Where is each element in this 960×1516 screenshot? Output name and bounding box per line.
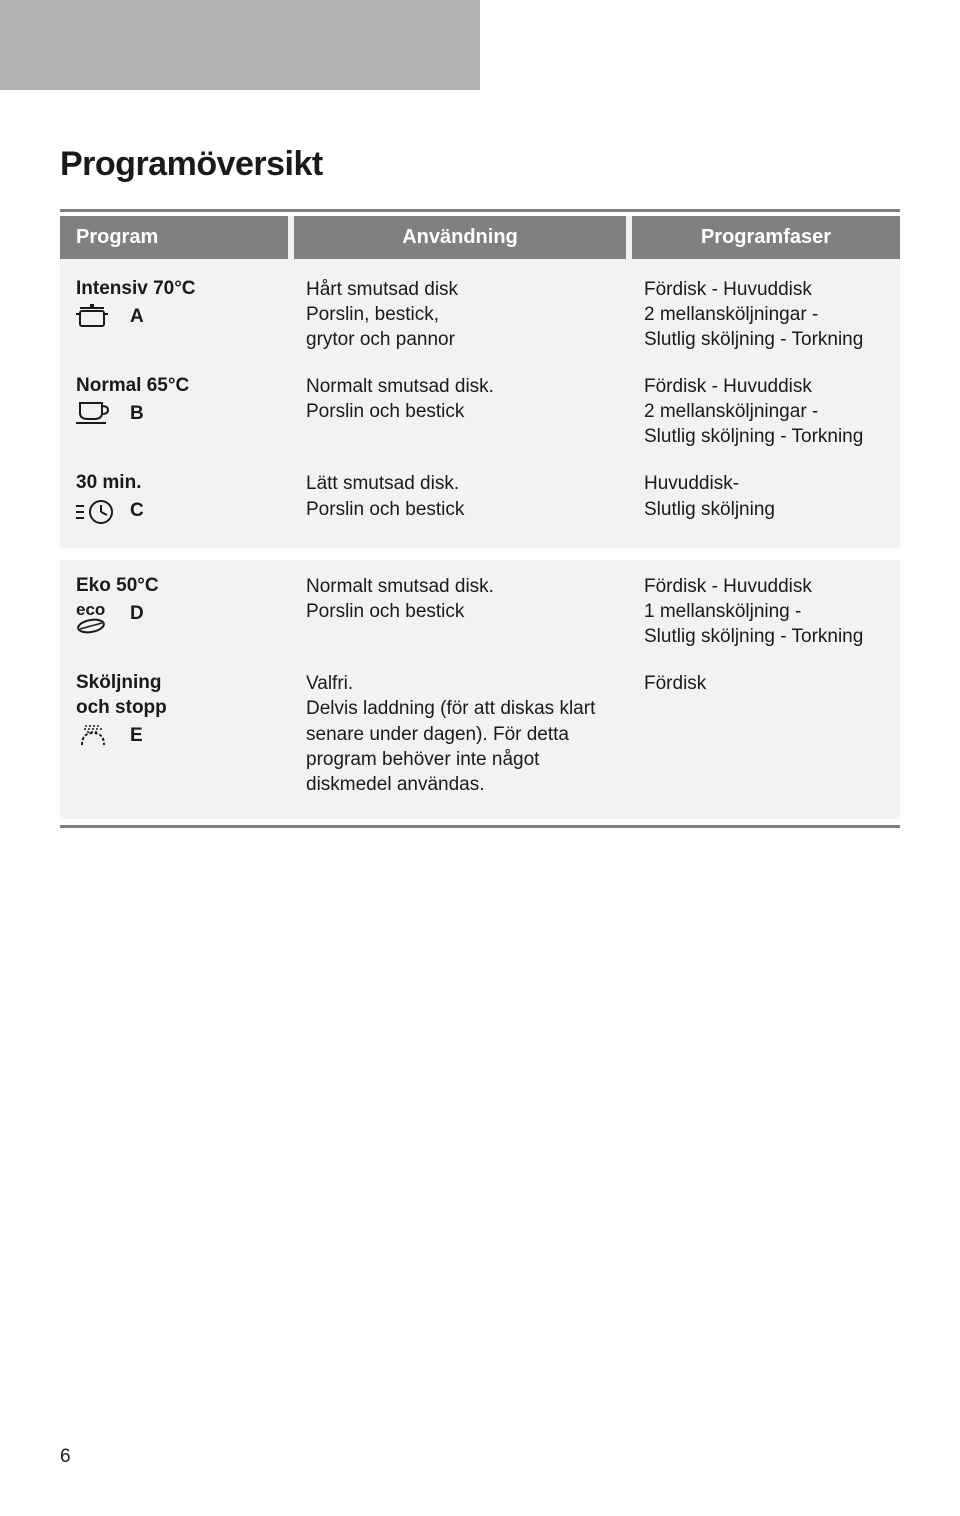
program-letter: E: [130, 725, 143, 747]
program-title: Eko 50°C: [76, 574, 288, 599]
table-section-2: Eko 50°C eco D Normalt smutsad disk.Porsl…: [60, 560, 900, 819]
header-usage: Användning: [294, 216, 626, 259]
header-phases: Programfaser: [632, 216, 900, 259]
program-icon-row: A: [76, 304, 288, 330]
program-title: Intensiv 70°C: [76, 277, 288, 302]
program-letter: B: [130, 403, 144, 425]
program-title: Sköljningoch stopp: [76, 671, 288, 720]
program-icon-row: eco D: [76, 601, 288, 634]
table-row: Intensiv 70°C AHårt smutsad diskPorslin,…: [60, 277, 900, 374]
phases-cell: Fördisk - Huvuddisk1 mellansköljning -Sl…: [632, 574, 900, 649]
table-section-1: Program Användning Programfaser Intensiv…: [60, 216, 900, 548]
table-row: Normal 65°C B Normalt smutsad disk.Porsli…: [60, 374, 900, 471]
table-header-row: Program Användning Programfaser: [60, 216, 900, 259]
phases-cell: Fördisk - Huvuddisk2 mellansköljningar -…: [632, 374, 900, 449]
program-cell: Sköljningoch stopp E: [60, 671, 288, 796]
program-cell: Eko 50°C eco D: [60, 574, 288, 649]
page-content: Programöversikt Program Användning Progr…: [0, 90, 960, 828]
program-icon-row: C: [76, 498, 288, 526]
program-cell: 30 min. C: [60, 471, 288, 526]
program-cell: Intensiv 70°C A: [60, 277, 288, 352]
program-icon: [76, 723, 116, 751]
usage-text: Valfri.Delvis laddning (för att diskas k…: [306, 671, 620, 796]
usage-cell: Normalt smutsad disk.Porslin och bestick: [288, 574, 632, 649]
program-letter: C: [130, 500, 144, 522]
usage-text: Normalt smutsad disk.Porslin och bestick: [306, 374, 620, 424]
phases-text: Fördisk - Huvuddisk1 mellansköljning -Sl…: [644, 574, 888, 649]
usage-cell: Hårt smutsad diskPorslin, bestick,grytor…: [288, 277, 632, 352]
phases-text: Fördisk: [644, 671, 888, 696]
program-icon: [76, 401, 116, 425]
usage-cell: Valfri.Delvis laddning (för att diskas k…: [288, 671, 632, 796]
shower-icon: [76, 723, 110, 751]
program-title: Normal 65°C: [76, 374, 288, 399]
top-divider: [60, 209, 900, 212]
phases-text: Fördisk - Huvuddisk2 mellansköljningar -…: [644, 277, 888, 352]
clock-icon: [76, 498, 116, 526]
phases-text: Fördisk - Huvuddisk2 mellansköljningar -…: [644, 374, 888, 449]
program-icon: [76, 304, 116, 330]
page-number: 6: [60, 1446, 71, 1468]
program-letter: D: [130, 603, 144, 625]
usage-text: Lätt smutsad disk.Porslin och bestick: [306, 471, 620, 521]
page-title: Programöversikt: [60, 145, 900, 184]
pot-icon: [76, 304, 110, 330]
program-icon: [76, 498, 116, 526]
program-letter: A: [130, 306, 144, 328]
table-row: Sköljningoch stopp EValfri.Delvis laddni…: [60, 671, 900, 818]
usage-cell: Normalt smutsad disk.Porslin och bestick: [288, 374, 632, 449]
usage-text: Normalt smutsad disk.Porslin och bestick: [306, 574, 620, 624]
phases-cell: Fördisk: [632, 671, 900, 796]
table-row: Eko 50°C eco D Normalt smutsad disk.Porsl…: [60, 574, 900, 671]
program-cell: Normal 65°C B: [60, 374, 288, 449]
phases-cell: Huvuddisk-Slutlig sköljning: [632, 471, 900, 526]
program-icon-row: E: [76, 723, 288, 751]
top-gray-bar: [0, 0, 480, 90]
section2-body: Eko 50°C eco D Normalt smutsad disk.Porsl…: [60, 560, 900, 819]
table-row: 30 min. C Lätt smutsad disk.Porslin och b…: [60, 471, 900, 548]
phases-text: Huvuddisk-Slutlig sköljning: [644, 471, 888, 521]
program-title: 30 min.: [76, 471, 288, 496]
header-program: Program: [60, 216, 288, 259]
phases-cell: Fördisk - Huvuddisk2 mellansköljningar -…: [632, 277, 900, 352]
section1-body: Intensiv 70°C AHårt smutsad diskPorslin,…: [60, 259, 900, 548]
program-icon: eco: [76, 601, 116, 634]
usage-text: Hårt smutsad diskPorslin, bestick,grytor…: [306, 277, 620, 352]
program-icon-row: B: [76, 401, 288, 425]
bottom-divider: [60, 825, 900, 828]
leaf-icon: [76, 618, 106, 634]
cup-icon: [76, 401, 110, 425]
usage-cell: Lätt smutsad disk.Porslin och bestick: [288, 471, 632, 526]
